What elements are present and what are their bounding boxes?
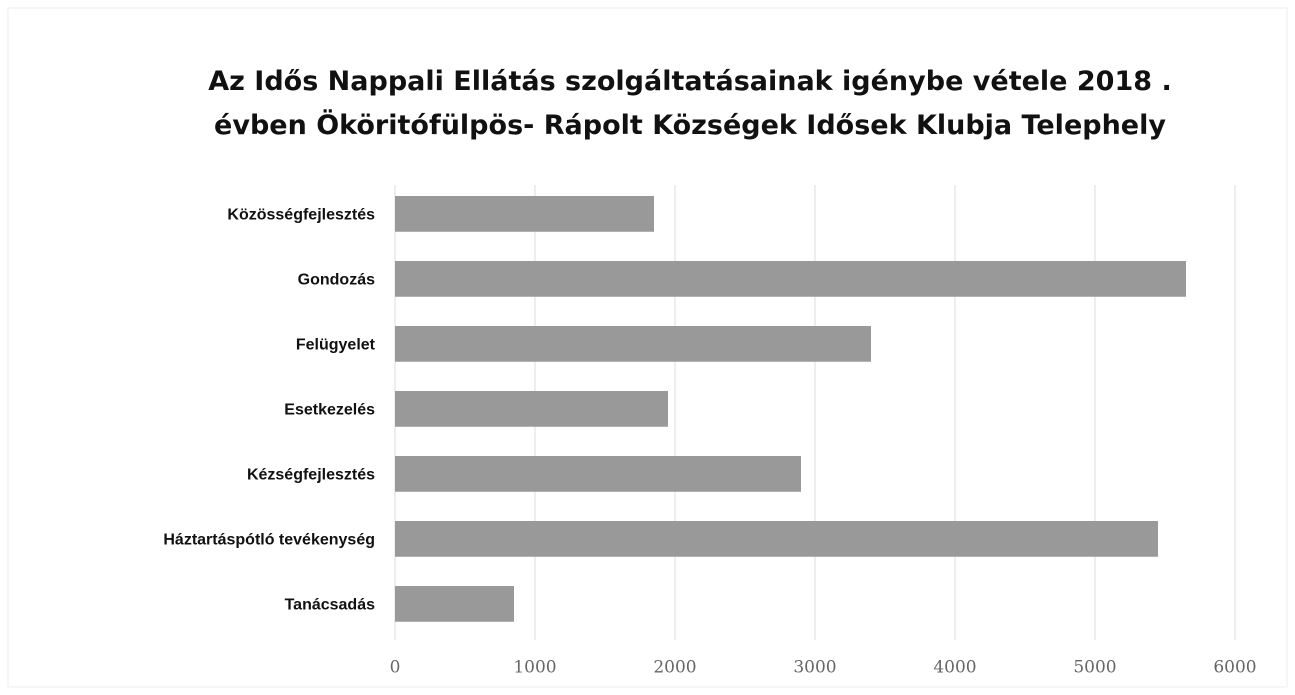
bar — [395, 391, 668, 427]
x-tick-label: 0 — [390, 658, 401, 678]
bar — [395, 326, 871, 362]
x-tick-label: 4000 — [933, 658, 976, 678]
bar — [395, 521, 1158, 557]
y-tick-label: Gondozás — [298, 272, 375, 289]
y-tick-label: Háztartáspótló tevékenység — [163, 532, 375, 549]
x-tick-label: 6000 — [1213, 658, 1256, 678]
bar — [395, 456, 801, 492]
y-tick-label: Felügyelet — [296, 337, 376, 354]
bar — [395, 261, 1186, 297]
x-tick-label: 2000 — [653, 658, 696, 678]
y-tick-label: Esetkezelés — [284, 402, 375, 419]
x-tick-label: 3000 — [793, 658, 836, 678]
y-tick-label: Tanácsadás — [285, 597, 376, 614]
x-tick-label: 5000 — [1073, 658, 1116, 678]
bar — [395, 586, 514, 622]
y-tick-label: Közösségfejlesztés — [227, 207, 375, 224]
chart-title: Az Idős Nappali Ellátás szolgáltatásaina… — [208, 66, 1172, 141]
frame — [7, 7, 1288, 688]
y-tick-label: Kézségfejlesztés — [247, 467, 375, 484]
x-tick-label: 1000 — [513, 658, 556, 678]
bar — [395, 196, 654, 232]
